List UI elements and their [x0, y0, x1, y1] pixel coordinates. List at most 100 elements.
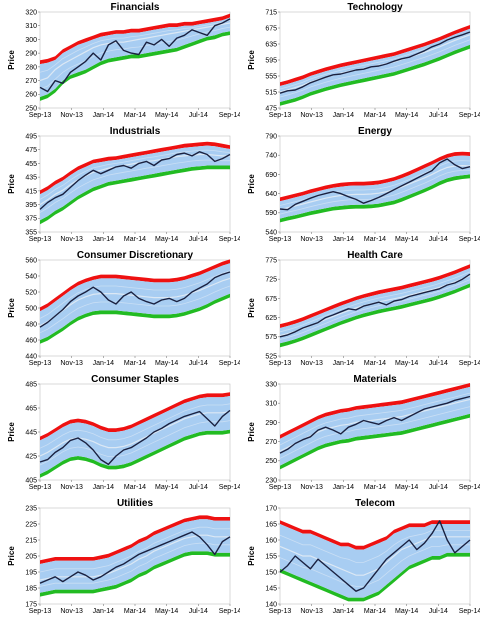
lower-guide-line	[39, 285, 231, 334]
x-tick-label: Sep-14	[219, 360, 240, 367]
x-tick-label: Sep-13	[269, 484, 292, 491]
y-tick-label: 270	[265, 439, 277, 446]
y-tick-label: 405	[25, 477, 37, 484]
y-tick-label: 475	[265, 105, 277, 112]
chart-title: Financials	[111, 2, 160, 13]
y-tick-label: 440	[25, 353, 37, 360]
y-tick-label: 675	[265, 296, 277, 303]
lower-band	[40, 429, 230, 478]
x-tick-label: Sep-14	[459, 112, 480, 119]
x-tick-label: Mar-14	[364, 608, 386, 615]
x-tick-label: Jul-14	[429, 236, 448, 243]
x-tick-label: Mar-14	[124, 608, 146, 615]
lower-band	[280, 44, 470, 106]
upper-band	[40, 515, 230, 564]
y-axis-label: Price	[7, 298, 16, 318]
chart-svg: 525 575 625 675 725 775 Sep-13 Nov-13 Jan-14 Mar-…	[247, 250, 480, 367]
y-tick-label: 575	[265, 334, 277, 341]
x-tick-label: Jul-14	[189, 360, 208, 367]
inner-band	[40, 145, 230, 221]
y-tick-label: 495	[25, 133, 37, 140]
x-tick-label: Nov-13	[300, 608, 323, 615]
y-tick-label: 330	[265, 381, 277, 388]
y-tick-label: 415	[25, 188, 37, 195]
y-tick-label: 455	[25, 161, 37, 168]
upper-guide-line	[279, 530, 470, 563]
upper-guide-line	[39, 403, 231, 449]
inner-band	[40, 263, 230, 340]
x-tick-label: Mar-14	[124, 484, 146, 491]
y-tick-label: 465	[25, 405, 37, 412]
y-tick-label: 270	[25, 78, 37, 85]
y-tick-label: 595	[265, 57, 277, 64]
chart-svg: 230 250 270 290 310 330 Sep-13 Nov-13 Jan-14 Mar-…	[247, 374, 480, 491]
price-line	[279, 158, 471, 211]
x-tick-label: May-14	[395, 236, 418, 243]
upper-band	[40, 141, 230, 195]
x-tick-label: Sep-13	[269, 112, 292, 119]
y-tick-label: 480	[25, 321, 37, 328]
x-tick-label: May-14	[395, 360, 418, 367]
x-tick-label: May-14	[155, 484, 178, 491]
y-tick-label: 160	[265, 537, 277, 544]
center-line	[279, 536, 470, 576]
x-tick-label: Sep-13	[269, 608, 292, 615]
x-tick-label: May-14	[155, 236, 178, 243]
x-tick-label: Mar-14	[364, 484, 386, 491]
x-tick-label: Jul-14	[189, 608, 208, 615]
x-tick-label: Jan-14	[333, 360, 355, 367]
y-tick-label: 725	[265, 277, 277, 284]
chart-utilities: 175 185 195 205 215 225 235 Sep-13 Nov-13 Jan-14 M…	[0, 496, 240, 620]
chart-title: Health Care	[347, 250, 403, 261]
center-line	[39, 153, 230, 206]
y-tick-label: 460	[25, 337, 37, 344]
y-tick-label: 280	[25, 64, 37, 71]
x-tick-label: Sep-14	[219, 484, 240, 491]
upper-guide-line	[39, 19, 231, 73]
chart-title: Materials	[353, 374, 397, 385]
x-tick-label: Nov-13	[300, 360, 323, 367]
y-tick-label: 215	[25, 537, 37, 544]
y-tick-label: 170	[265, 505, 277, 512]
price-line	[39, 409, 231, 466]
y-tick-label: 625	[265, 315, 277, 322]
center-line	[39, 411, 231, 457]
x-tick-label: Nov-13	[60, 608, 83, 615]
y-tick-label: 225	[25, 521, 37, 528]
chart-industrials: 355 375 395 415 435 455 475 495 Sep-13 Nov-13 Jan-…	[0, 124, 240, 248]
chart-title: Technology	[347, 2, 403, 13]
lower-band	[280, 552, 470, 602]
y-tick-label: 740	[265, 153, 277, 160]
x-tick-label: Mar-14	[364, 360, 386, 367]
chart-svg: 440 460 480 500 520 540 560 Sep-13 Nov-13 Jan-14 M…	[7, 250, 240, 367]
y-axis-label: Price	[247, 422, 256, 442]
x-tick-label: Sep-14	[459, 608, 480, 615]
x-tick-label: Sep-13	[29, 608, 52, 615]
x-tick-label: Jan-14	[333, 484, 355, 491]
x-tick-label: Jan-14	[93, 112, 115, 119]
lower-guide-line	[39, 159, 230, 213]
y-tick-label: 320	[25, 9, 37, 16]
center-line	[279, 164, 471, 211]
y-tick-label: 560	[25, 257, 37, 264]
x-tick-label: Jan-14	[93, 608, 115, 615]
y-tick-label: 185	[25, 585, 37, 592]
lower-band	[40, 551, 230, 597]
x-tick-label: Nov-13	[60, 360, 83, 367]
chart-consumer-discretionary: 440 460 480 500 520 540 560 Sep-13 Nov-13 Jan-14 M…	[0, 248, 240, 372]
chart-svg: 355 375 395 415 435 455 475 495 Sep-13 Nov-13 Jan-…	[7, 126, 240, 243]
x-tick-label: Jan-14	[93, 360, 115, 367]
y-tick-label: 250	[25, 105, 37, 112]
upper-guide-line	[39, 526, 230, 573]
lower-band	[40, 31, 230, 101]
x-tick-label: Jul-14	[429, 484, 448, 491]
y-tick-label: 435	[25, 175, 37, 182]
chart-technology: 475 515 555 595 635 675 715 Sep-13 Nov-13 Jan-14 M…	[240, 0, 480, 124]
upper-band	[40, 13, 230, 65]
x-tick-label: Sep-13	[29, 236, 52, 243]
lower-band	[40, 165, 230, 225]
lower-guide-line	[39, 26, 231, 90]
y-tick-label: 540	[25, 273, 37, 280]
price-line	[39, 151, 231, 210]
